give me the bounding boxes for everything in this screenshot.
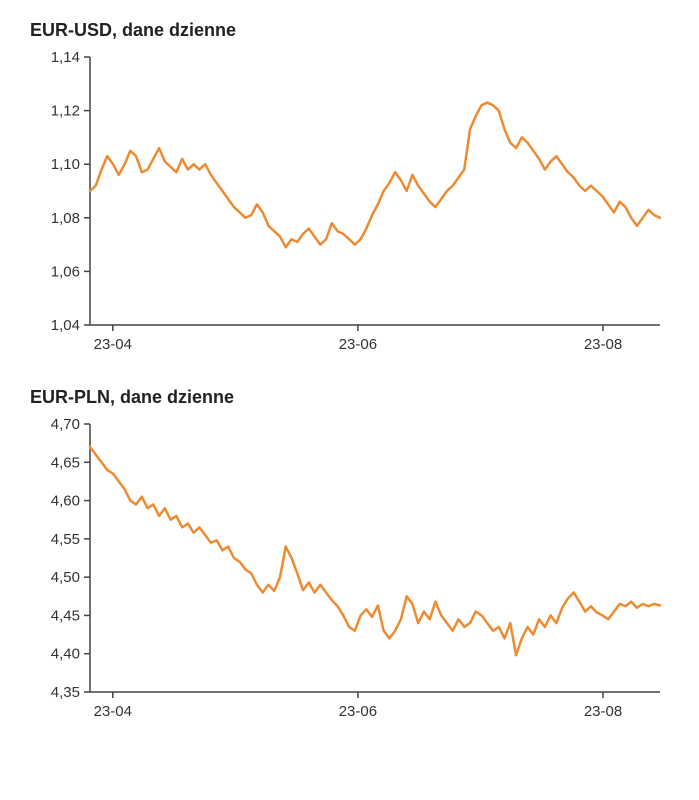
x-tick-label: 23-06 [339, 336, 377, 353]
chart-svg: 1,04 1,06 1,08 1,10 1,12 1,14 23-04 23-06 23-08 [30, 47, 670, 357]
x-tick-label: 23-04 [94, 703, 132, 720]
y-tick-label: 1,14 [51, 49, 80, 66]
chart-title: EUR-USD, dane dzienne [30, 20, 679, 41]
y-tick-label: 1,04 [51, 317, 80, 334]
y-tick-label: 4,55 [51, 531, 80, 548]
y-tick-label: 4,35 [51, 684, 80, 701]
chart-area: 4,35 4,40 4,45 4,50 4,55 4,60 4,65 4,70 23-04 23-… [30, 414, 670, 724]
y-tick-label: 4,65 [51, 454, 80, 471]
x-tick-label: 23-04 [94, 336, 132, 353]
y-tick-label: 1,06 [51, 263, 80, 280]
x-tick-label: 23-06 [339, 703, 377, 720]
axis-lines [90, 424, 660, 692]
x-tick-label: 23-08 [584, 703, 622, 720]
axis-lines [90, 57, 660, 325]
series-line [90, 447, 660, 655]
y-tick-label: 4,60 [51, 493, 80, 510]
y-tick-label: 1,12 [51, 103, 80, 120]
y-tick-label: 1,08 [51, 210, 80, 227]
y-tick-label: 4,40 [51, 646, 80, 663]
y-tick-label: 4,70 [51, 416, 80, 433]
series-line [90, 103, 660, 248]
y-tick-label: 4,45 [51, 607, 80, 624]
chart-title: EUR-PLN, dane dzienne [30, 387, 679, 408]
y-tick-label: 1,10 [51, 156, 80, 173]
x-tick-label: 23-08 [584, 336, 622, 353]
chart-area: 1,04 1,06 1,08 1,10 1,12 1,14 23-04 23-06 23-08 [30, 47, 670, 357]
y-tick-label: 4,50 [51, 569, 80, 586]
chart-eur-usd: EUR-USD, dane dzienne 1,04 1,06 1,08 1,10 1,1… [30, 20, 679, 357]
chart-svg: 4,35 4,40 4,45 4,50 4,55 4,60 4,65 4,70 23-04 23-… [30, 414, 670, 724]
chart-eur-pln: EUR-PLN, dane dzienne 4,35 4,40 4,45 4,50 4,5… [30, 387, 679, 724]
